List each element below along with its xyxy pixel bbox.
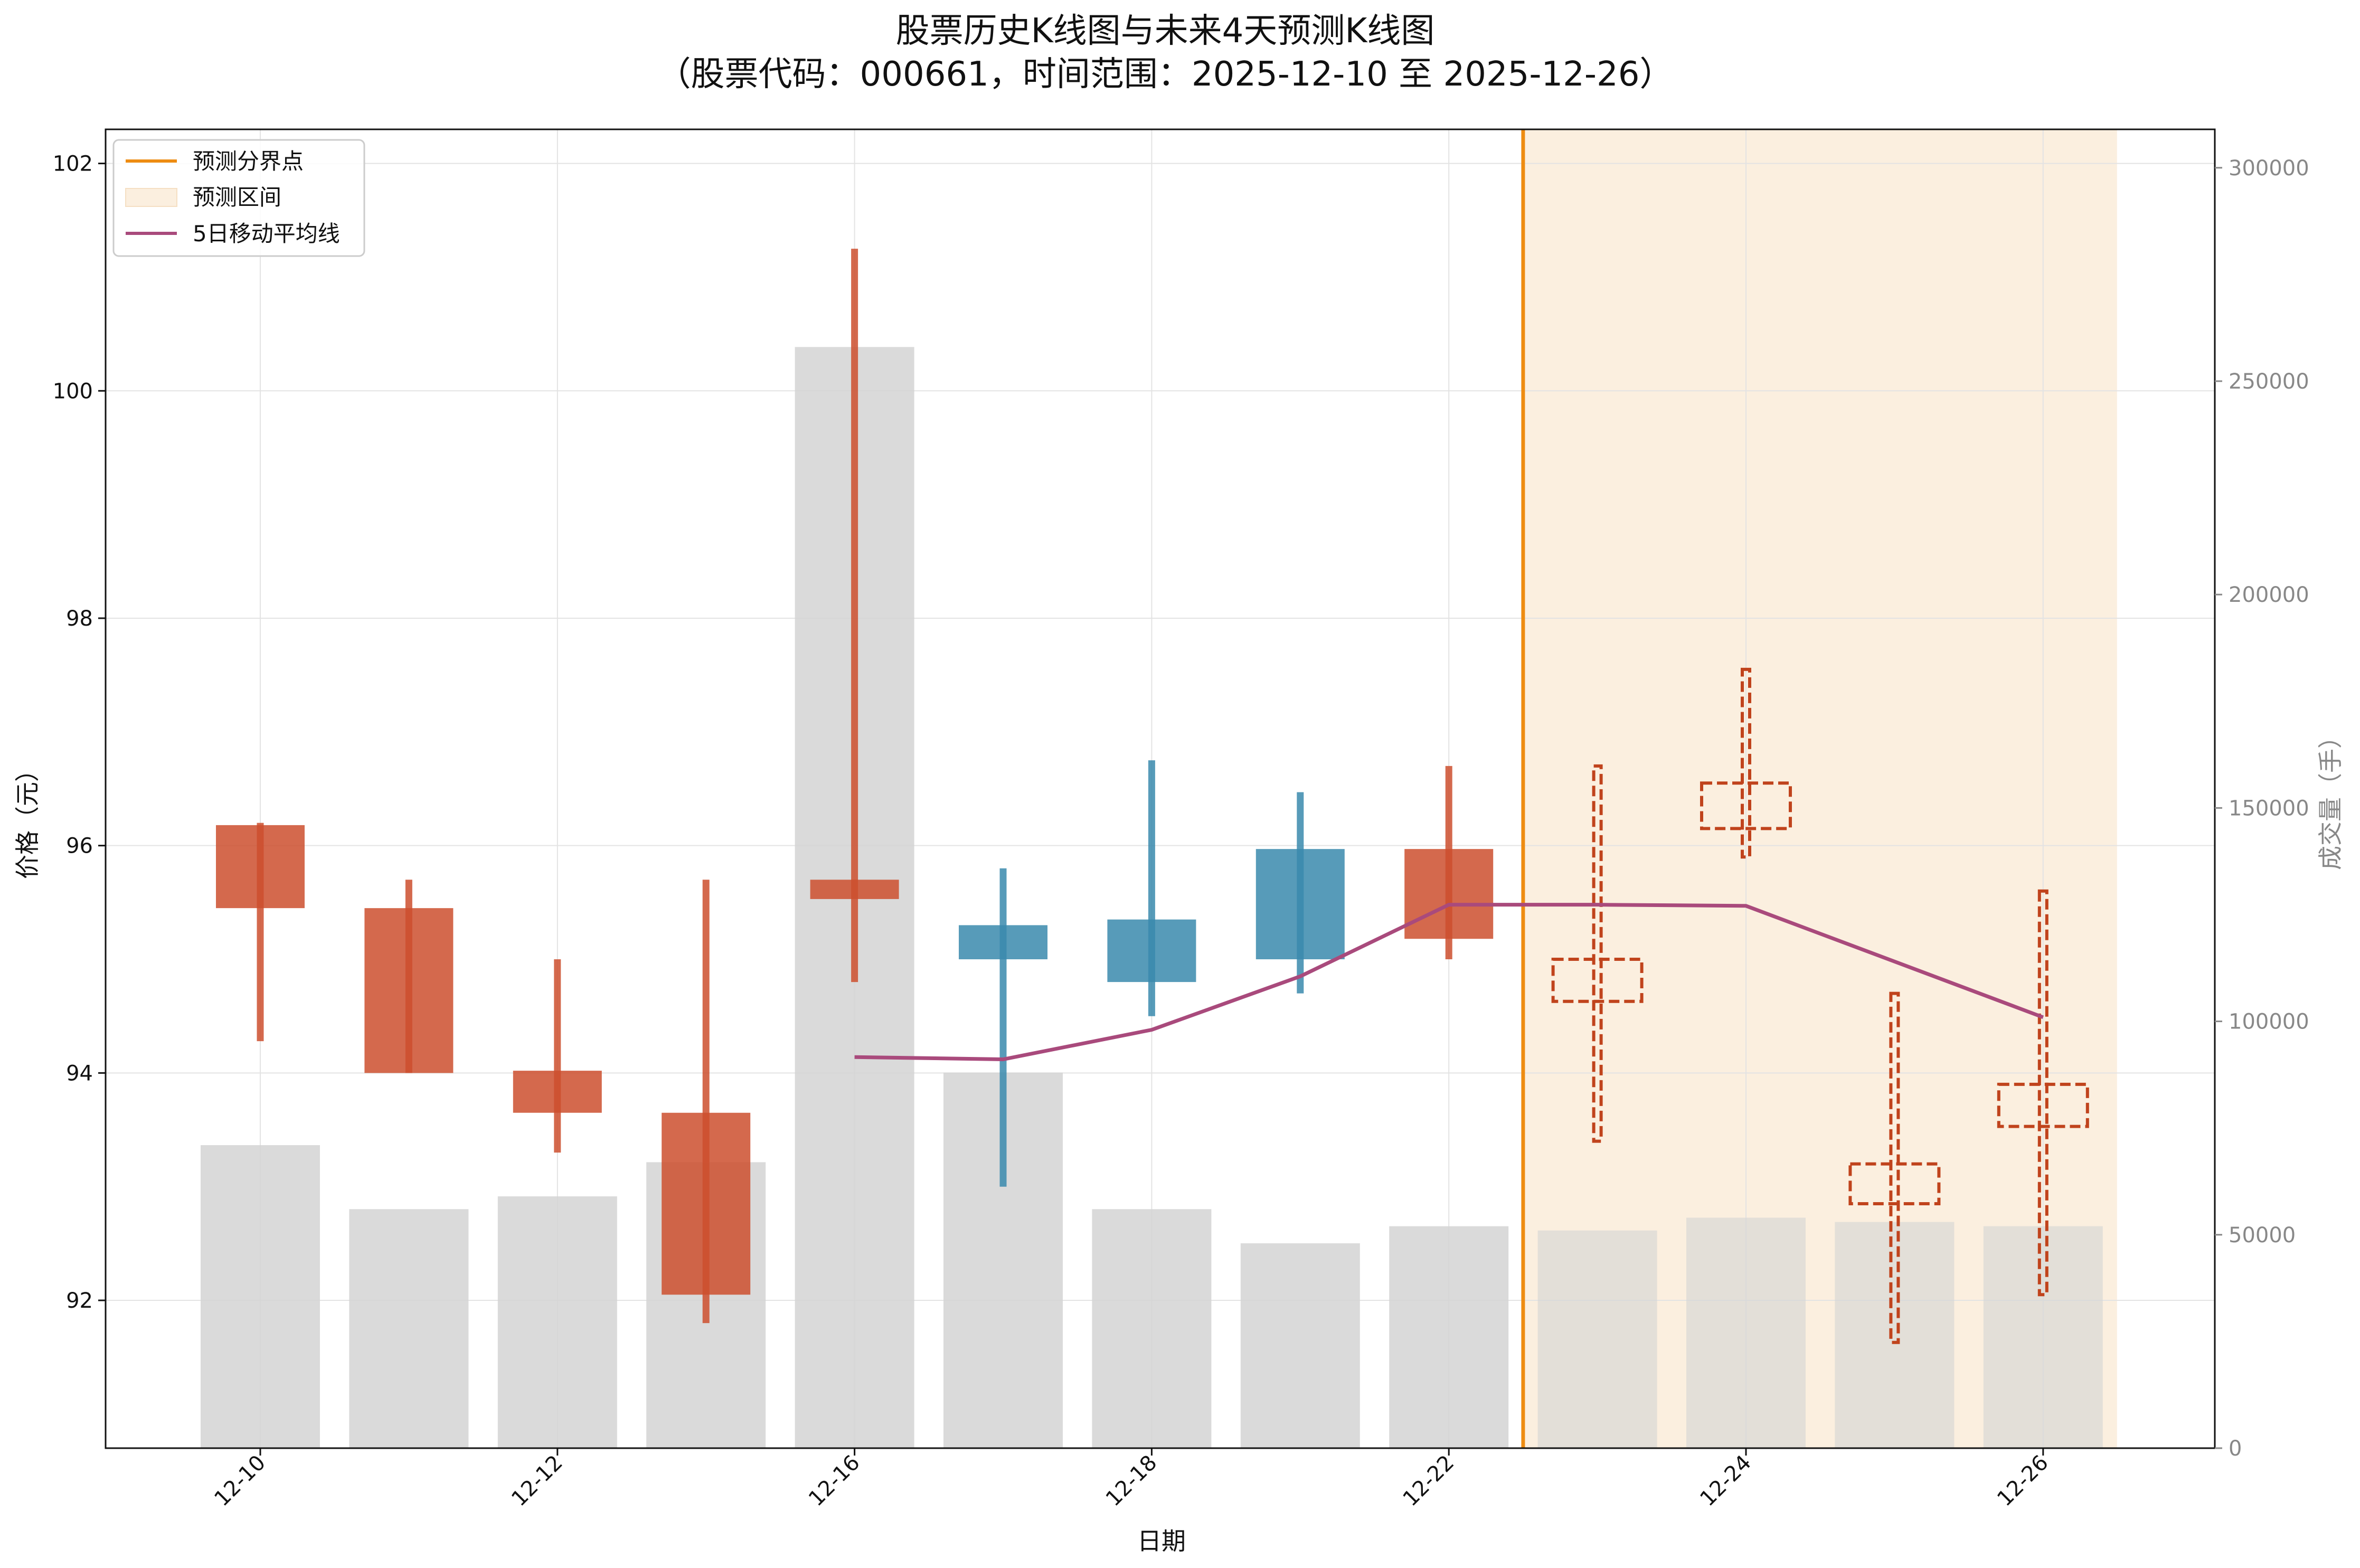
forecast-body-12-26	[1997, 1082, 2089, 1128]
y-right-tick-label-0: 0	[2229, 1437, 2242, 1461]
ma5-line	[854, 903, 2044, 1062]
x-tick-label-12-12: 12-12	[507, 1451, 568, 1512]
candle-body-12-18	[1107, 919, 1196, 983]
volume-bar-12-25	[1835, 1222, 1955, 1448]
candle-body-12-17	[959, 925, 1047, 960]
forecast-wick-12-24	[1741, 667, 1751, 859]
legend-region-swatch	[125, 188, 177, 207]
y-tick-label-96: 96	[66, 834, 93, 858]
plot-area: 92 94 96 98 100 102 0 50000 100000 150000 200000 25…	[53, 128, 2309, 1512]
x-tick-label-12-22: 12-22	[1399, 1451, 1459, 1512]
candle-body-12-12	[513, 1071, 602, 1113]
y-tick-label-92: 92	[66, 1289, 93, 1313]
volume-bar-12-19	[1240, 1243, 1360, 1448]
forecast-wick-12-23	[1592, 764, 1603, 1143]
legend-label-region: 预测区间	[193, 184, 281, 210]
legend: 预测分界点 预测区间 5日移动平均线	[112, 139, 365, 257]
forecast-body-12-25	[1848, 1162, 1941, 1206]
x-tick-label-12-18: 12-18	[1101, 1451, 1162, 1512]
volume-bar-12-26	[1983, 1226, 2103, 1448]
x-tick-label-12-16: 12-16	[804, 1451, 865, 1512]
forecast-wick-12-25	[1889, 991, 1900, 1344]
volume-bar-12-10	[201, 1145, 320, 1448]
chart-title-line1: 股票历史K线图与未来4天预测K线图	[896, 12, 1435, 51]
volume-bar-12-22	[1389, 1226, 1509, 1448]
y-tick-label-100: 100	[53, 379, 93, 403]
candle-body-12-11	[364, 908, 454, 1073]
legend-box	[112, 139, 365, 257]
y-axis-right-label: 成交量（手）	[2316, 724, 2345, 870]
y-right-tick-label-150000: 150000	[2229, 796, 2309, 820]
y-axis-label: 价格（元）	[13, 758, 42, 879]
y-tick-label-98: 98	[66, 607, 93, 631]
candle-body-12-19	[1255, 849, 1345, 960]
y-right-tick-label-50000: 50000	[2229, 1223, 2296, 1248]
y-right-tick-label-250000: 250000	[2229, 370, 2309, 394]
x-tick-label-12-10: 12-10	[210, 1451, 270, 1512]
y-right-tick-label-100000: 100000	[2229, 1010, 2309, 1034]
chart-title-line2: （股票代码：000661，时间范围：2025-12-10 至 2025-12-2…	[657, 55, 1674, 94]
volume-bar-12-12	[497, 1196, 617, 1448]
y-right-tick-label-300000: 300000	[2229, 156, 2309, 181]
volume-bar-12-24	[1686, 1217, 1806, 1448]
y-right-tick-label-200000: 200000	[2229, 583, 2309, 607]
plot-frame	[105, 128, 2216, 1449]
y-tick-label-94: 94	[66, 1061, 93, 1085]
y-tick-label-102: 102	[53, 152, 93, 176]
candle-body-12-10	[216, 825, 305, 909]
forecast-wick-12-26	[2037, 889, 2049, 1297]
x-tick-label-12-24: 12-24	[1695, 1451, 1756, 1512]
x-tick-label-12-26: 12-26	[1993, 1451, 2053, 1512]
x-axis-label: 日期	[1137, 1527, 1186, 1555]
legend-label-ma5: 5日移动平均线	[193, 221, 340, 247]
candle-body-12-16	[810, 880, 899, 899]
candle-body-12-22	[1404, 849, 1494, 939]
legend-label-divider: 预测分界点	[193, 148, 304, 174]
forecast-body-12-23	[1551, 958, 1644, 1003]
candle-body-12-13	[662, 1112, 751, 1295]
volume-bar-12-18	[1092, 1209, 1212, 1448]
volume-bar-12-11	[349, 1209, 469, 1448]
forecast-body-12-24	[1700, 781, 1792, 830]
volume-bar-12-23	[1537, 1230, 1657, 1448]
